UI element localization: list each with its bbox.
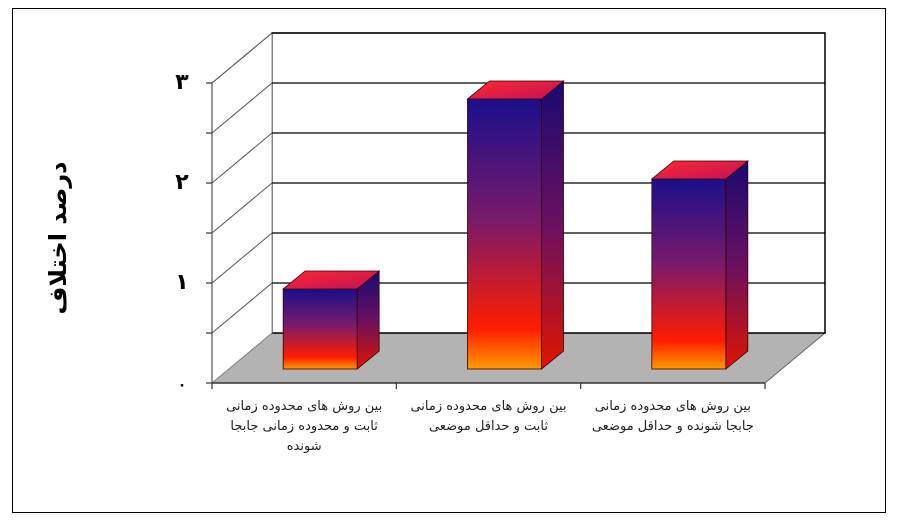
y-tick-label: ۲ xyxy=(175,170,189,195)
bar xyxy=(650,160,749,370)
bar-top xyxy=(282,270,381,290)
y-tick-label: ۱ xyxy=(175,270,188,295)
bar-front xyxy=(282,288,358,370)
bar-front xyxy=(467,98,542,370)
bar-top xyxy=(466,80,565,100)
y-tick-label: ۰ xyxy=(178,377,187,393)
x-tick-label: بین روش های محدوده زمانی ثابت و حداقل مو… xyxy=(410,399,567,434)
bar-side xyxy=(725,160,749,370)
y-axis-label: درصد اختلاف xyxy=(44,161,72,315)
gridline-diagonal xyxy=(211,132,273,184)
x-tick-label: بین روش های محدوده زمانی جابجا شونده و ح… xyxy=(591,399,754,434)
bar-side xyxy=(541,80,564,370)
y-tick-labels: ۰ ۱ ۲ ۳ xyxy=(175,70,189,393)
bar xyxy=(466,80,565,370)
y-tick-label: ۳ xyxy=(175,70,189,95)
bar-top xyxy=(650,160,749,180)
gridline-diagonal xyxy=(211,232,273,284)
x-tick-label: بین روش های محدوده زمانی ثابت و محدوده ز… xyxy=(226,399,383,454)
gridline-diagonal xyxy=(211,82,273,134)
bar xyxy=(282,270,381,370)
axes xyxy=(206,82,766,389)
gridline-diagonal xyxy=(211,182,273,234)
gridline-diagonal xyxy=(211,282,273,334)
bar-front xyxy=(651,178,727,370)
gridline-diagonal xyxy=(211,32,273,84)
bars xyxy=(282,80,749,370)
